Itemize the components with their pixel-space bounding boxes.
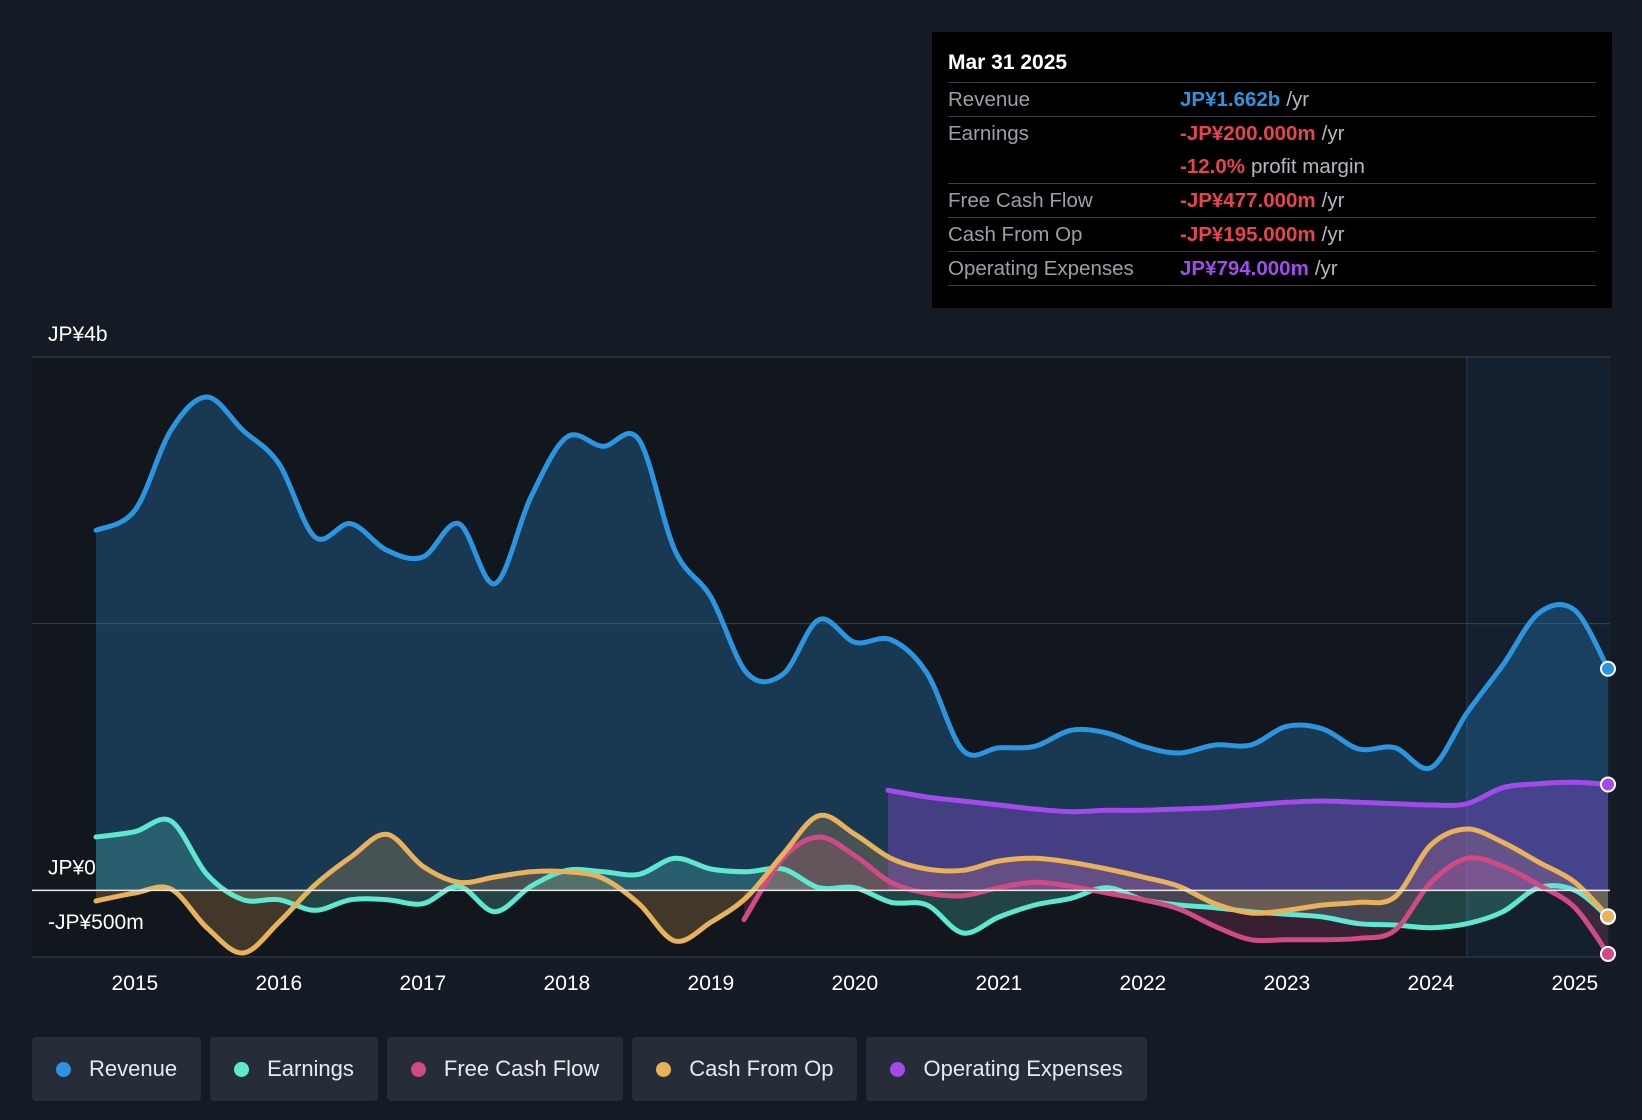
tooltip-label: Earnings	[948, 122, 1029, 145]
series-line-free-cash-flow	[741, 834, 1611, 957]
legend-label: Revenue	[89, 1056, 178, 1081]
data-tooltip: Mar 31 2025 Revenue JP¥1.662b /yr Earnin…	[932, 32, 1612, 308]
legend-item-revenue[interactable]: Revenue	[32, 1037, 202, 1101]
tooltip-unit: /yr	[1286, 88, 1310, 111]
tooltip-unit: /yr	[1321, 122, 1345, 145]
area-earnings	[96, 819, 1608, 934]
end-point-free-cash-flow[interactable]	[1600, 945, 1616, 962]
legend-label: Operating Expenses	[923, 1056, 1123, 1081]
area-cash-from-op	[96, 815, 1608, 954]
x-tick-label: 2015	[112, 972, 159, 995]
y-axis-label: JP¥0	[48, 856, 96, 879]
tooltip-value: JP¥794.000m	[1180, 257, 1309, 280]
x-tick-label: 2021	[976, 972, 1023, 995]
tooltip-label: Free Cash Flow	[948, 189, 1093, 212]
legend-item-earnings[interactable]: Earnings	[210, 1037, 378, 1101]
legend-dot-icon	[890, 1061, 906, 1077]
tooltip-value: -12.0%	[1180, 155, 1245, 178]
x-tick-label: 2025	[1552, 972, 1599, 995]
legend-dot-icon	[656, 1061, 672, 1077]
tooltip-row-profit-margin: -12.0% profit margin	[948, 150, 1596, 184]
series-line-operating-expenses	[885, 779, 1611, 815]
legend-item-cash-from-op[interactable]: Cash From Op	[632, 1037, 858, 1101]
series-line-cash-from-op	[93, 812, 1611, 956]
legend-label: Free Cash Flow	[443, 1056, 600, 1081]
tooltip-unit: profit margin	[1250, 155, 1365, 178]
tooltip-date: Mar 31 2025	[948, 46, 1596, 83]
tooltip-label: Revenue	[948, 88, 1031, 111]
tooltip-value: -JP¥477.000m	[1180, 189, 1316, 212]
tooltip-row-earnings: Earnings -JP¥200.000m /yr	[948, 117, 1596, 150]
legend-item-free-cash-flow[interactable]: Free Cash Flow	[386, 1037, 624, 1101]
tooltip-unit: /yr	[1321, 223, 1345, 246]
legend-dot-icon	[234, 1061, 250, 1077]
x-tick-label: 2019	[688, 972, 735, 995]
x-tick-label: 2016	[256, 972, 303, 995]
y-axis-label: -JP¥500m	[48, 911, 144, 934]
tooltip-unit: /yr	[1321, 189, 1345, 212]
tooltip-label	[948, 150, 1180, 183]
x-tick-label: 2022	[1120, 972, 1167, 995]
end-point-cash-from-op[interactable]	[1600, 908, 1616, 925]
tooltip-label: Operating Expenses	[948, 257, 1134, 280]
x-tick-label: 2024	[1408, 972, 1455, 995]
x-tick-label: 2020	[832, 972, 879, 995]
legend-item-operating-expenses[interactable]: Operating Expenses	[866, 1037, 1147, 1101]
x-tick-label: 2018	[544, 972, 591, 995]
chart-legend: Revenue Earnings Free Cash Flow Cash Fro…	[32, 1037, 1147, 1101]
legend-label: Earnings	[267, 1056, 354, 1081]
series-line-earnings	[93, 816, 1611, 936]
end-point-revenue[interactable]	[1600, 660, 1616, 677]
end-point-operating-expenses[interactable]	[1600, 776, 1616, 793]
x-tick-label: 2023	[1264, 972, 1311, 995]
plot-background	[32, 357, 1610, 957]
legend-dot-icon	[56, 1061, 71, 1077]
tooltip-unit: /yr	[1314, 257, 1338, 280]
y-axis-label: JP¥4b	[48, 323, 108, 346]
tooltip-row-free-cash-flow: Free Cash Flow -JP¥477.000m /yr	[948, 184, 1596, 218]
tooltip-label: Cash From Op	[948, 223, 1083, 246]
tooltip-row-cash-from-op: Cash From Op -JP¥195.000m /yr	[948, 218, 1596, 252]
legend-label: Cash From Op	[689, 1056, 834, 1081]
tooltip-value: -JP¥200.000m	[1180, 122, 1316, 145]
legend-dot-icon	[410, 1061, 426, 1077]
tooltip-value: JP¥1.662b	[1180, 88, 1281, 111]
forecast-region	[1466, 357, 1610, 957]
x-tick-label: 2017	[400, 972, 447, 995]
tooltip-row-operating-expenses: Operating Expenses JP¥794.000m /yr	[948, 252, 1596, 286]
tooltip-row-revenue: Revenue JP¥1.662b /yr	[948, 83, 1596, 117]
series-line-revenue	[93, 394, 1611, 772]
tooltip-value: -JP¥195.000m	[1180, 223, 1316, 246]
